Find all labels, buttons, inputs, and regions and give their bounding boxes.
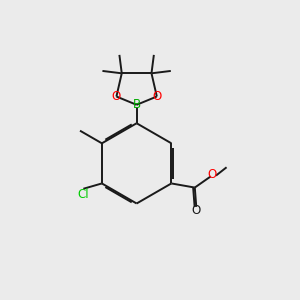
Text: B: B bbox=[133, 98, 141, 111]
Text: Cl: Cl bbox=[77, 188, 89, 201]
Text: O: O bbox=[112, 90, 121, 103]
Text: O: O bbox=[208, 169, 217, 182]
Text: O: O bbox=[152, 90, 161, 103]
Text: O: O bbox=[192, 204, 201, 217]
